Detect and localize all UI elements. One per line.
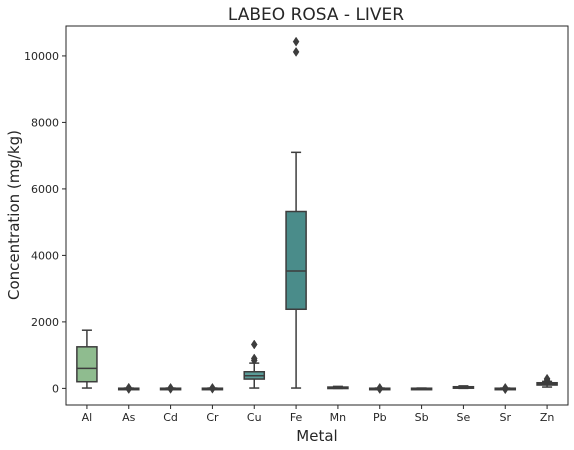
x-tick-label: Mn bbox=[330, 411, 346, 424]
outlier-point bbox=[501, 382, 509, 393]
box-al bbox=[76, 346, 98, 383]
x-tick-label: Zn bbox=[540, 411, 555, 424]
outlier-point bbox=[292, 46, 300, 57]
y-tick-label: 2000 bbox=[31, 316, 59, 329]
x-tick-label: Sb bbox=[415, 411, 429, 424]
y-tick-label: 10000 bbox=[24, 50, 59, 63]
x-tick-label: Cu bbox=[247, 411, 262, 424]
y-tick-label: 6000 bbox=[31, 183, 59, 196]
plot-area: 0 2000 4000 6000 8000 10000 Al As Cd Cr Cu Fe Mn Pb Sb… bbox=[24, 36, 558, 424]
y-tick-label: 0 bbox=[52, 382, 59, 395]
x-tick-label: Al bbox=[82, 411, 93, 424]
x-axis-label: Metal bbox=[296, 427, 337, 445]
x-tick-label: Cr bbox=[206, 411, 219, 424]
x-tick-label: As bbox=[122, 411, 136, 424]
outlier-point bbox=[250, 353, 258, 364]
x-tick-label: Fe bbox=[290, 411, 303, 424]
x-tick-label: Se bbox=[457, 411, 471, 424]
outlier-point bbox=[167, 382, 174, 393]
y-axis-label: Concentration (mg/kg) bbox=[5, 130, 23, 300]
x-tick-label: Sr bbox=[499, 411, 511, 424]
outlier-point bbox=[376, 382, 384, 393]
outlier-point bbox=[125, 382, 133, 393]
plot-frame bbox=[65, 25, 569, 406]
y-tick-label: 8000 bbox=[31, 116, 59, 129]
chart-title: LABEO ROSA - LIVER bbox=[228, 5, 404, 25]
x-tick-label: Pb bbox=[373, 411, 387, 424]
outlier-point bbox=[543, 373, 551, 384]
outlier-point bbox=[250, 339, 258, 350]
x-tick-label: Cd bbox=[163, 411, 178, 424]
box-fe bbox=[285, 210, 307, 311]
outlier-point bbox=[292, 36, 300, 47]
y-tick-label: 4000 bbox=[31, 249, 59, 262]
outlier-point bbox=[209, 382, 216, 393]
